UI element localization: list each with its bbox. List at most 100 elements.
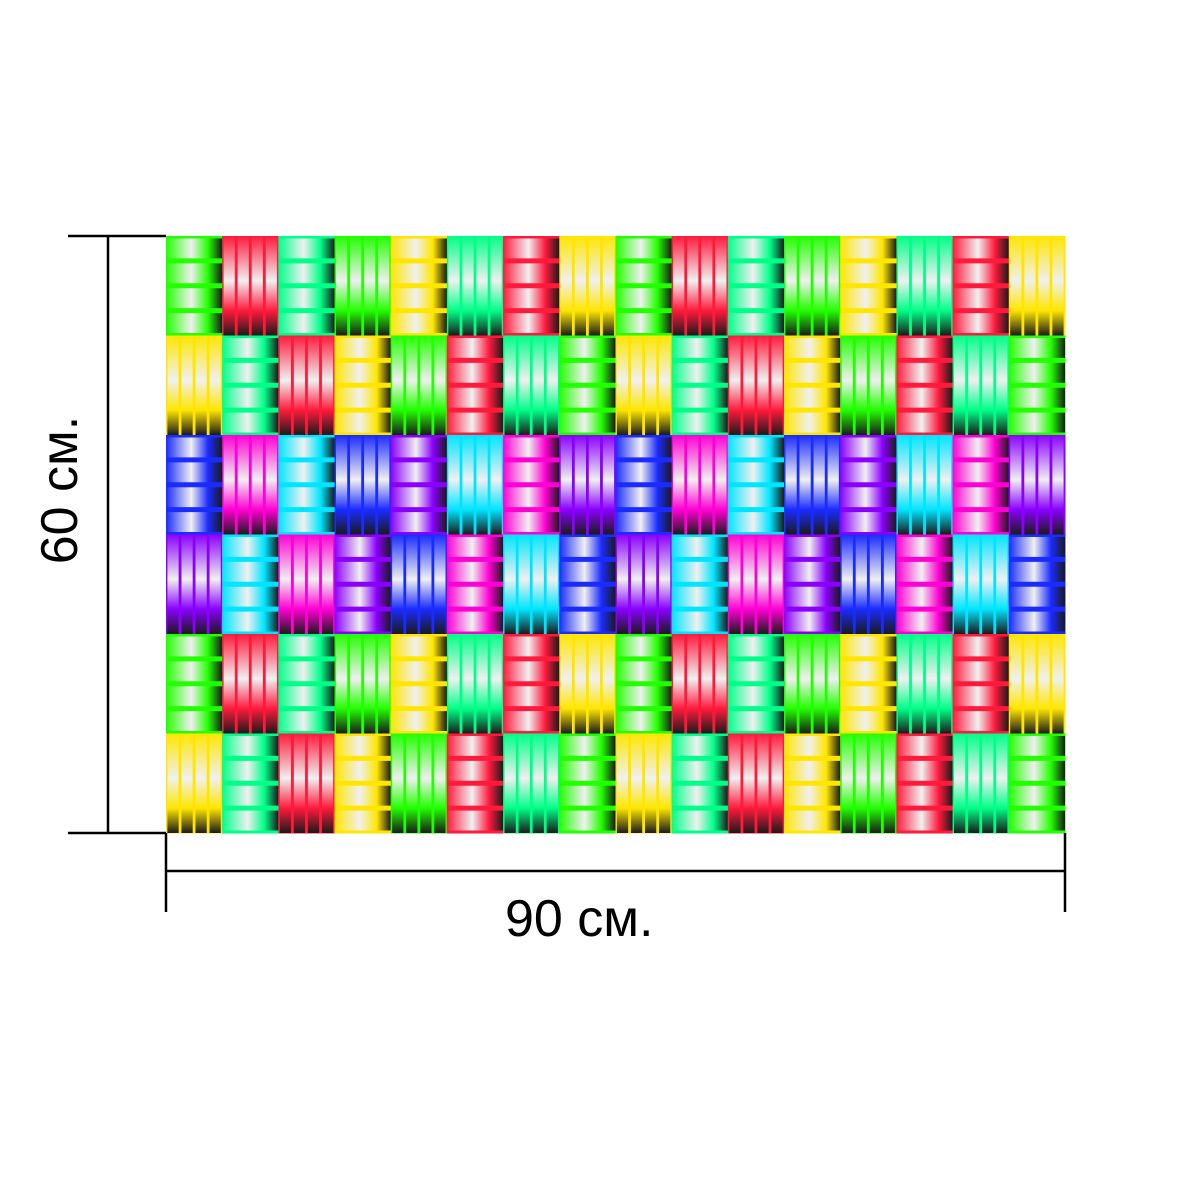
pattern-stripe [813, 634, 825, 734]
pattern-stripe [841, 733, 853, 833]
pattern-tile [840, 634, 897, 734]
pattern-stripe [939, 634, 952, 734]
pattern-stripe [293, 534, 306, 634]
pattern-stripe [615, 512, 672, 533]
pattern-stripe [532, 335, 544, 435]
pattern-stripe [671, 412, 728, 433]
pattern-tile [446, 236, 504, 336]
pattern-stripe [799, 435, 811, 535]
pattern-stripe [687, 634, 699, 734]
pattern-stripe [532, 534, 544, 634]
pattern-tile [166, 435, 223, 535]
pattern-stripe [392, 733, 404, 833]
pattern-stripe [644, 335, 657, 435]
pattern-stripe [504, 534, 516, 634]
pattern-stripe [350, 435, 362, 535]
pattern-stripe [896, 785, 953, 806]
pattern-tile [952, 634, 1010, 734]
pattern-stripe [813, 236, 825, 336]
pattern-stripe [181, 335, 193, 435]
pattern-stripe [293, 733, 306, 833]
height-dimension [68, 234, 166, 835]
pattern-stripe [559, 561, 616, 582]
pattern-stripe [364, 236, 376, 336]
pattern-stripe [840, 686, 897, 707]
pattern-stripe [334, 735, 391, 756]
pattern-stripe [727, 661, 785, 682]
pattern-stripe [307, 534, 320, 634]
pattern-stripe [222, 362, 279, 383]
pattern-stripe [784, 561, 841, 582]
pattern-stripe [784, 760, 841, 781]
pattern-stripe [278, 288, 335, 309]
pattern-stripe [630, 733, 643, 833]
pattern-stripe [446, 735, 504, 756]
pattern-tile [278, 733, 336, 834]
pattern-tile [784, 634, 841, 734]
pattern-stripe [1024, 435, 1036, 535]
pattern-stripe [996, 335, 1008, 435]
pattern-stripe [729, 733, 741, 833]
pattern-stripe [350, 236, 362, 336]
pattern-stripe [1008, 337, 1065, 358]
pattern-stripe [278, 462, 335, 483]
pattern-stripe [588, 634, 601, 734]
pattern-stripe [743, 733, 755, 833]
pattern-stripe [364, 435, 376, 535]
pattern-tile [559, 733, 616, 834]
pattern-stripe [771, 733, 783, 833]
pattern-stripe [503, 288, 560, 309]
pattern-tile [840, 733, 897, 834]
pattern-tile [952, 435, 1010, 535]
pattern-stripe [925, 435, 938, 535]
pattern-stripe [757, 733, 769, 833]
pattern-stripe [390, 661, 447, 682]
pattern-tile [559, 335, 616, 436]
pattern-tile [503, 733, 560, 834]
pattern-tile [840, 435, 897, 535]
pattern-stripe [840, 238, 897, 259]
pattern-stripe [278, 313, 335, 334]
pattern-stripe [1052, 435, 1064, 535]
pattern-stripe [925, 236, 938, 336]
pattern-stripe [784, 735, 841, 756]
pattern-stripe [279, 733, 292, 833]
pattern-tile [559, 534, 616, 635]
pattern-stripe [222, 561, 279, 582]
pattern-stripe [757, 534, 769, 634]
pattern-stripe [559, 362, 616, 383]
pattern-stripe [727, 288, 785, 309]
pattern-stripe [841, 534, 853, 634]
pattern-stripe [195, 534, 207, 634]
pattern-stripe [321, 335, 334, 435]
pattern-tile [334, 236, 392, 336]
pattern-stripe [278, 661, 335, 682]
pattern-stripe [671, 785, 728, 806]
pattern-stripe [952, 636, 1009, 657]
pattern-stripe [406, 335, 418, 435]
pattern-stripe [644, 733, 657, 833]
pattern-stripe [251, 435, 263, 535]
pattern-stripe [448, 435, 460, 535]
pattern-stripe [503, 711, 560, 732]
pattern-tile [615, 435, 673, 535]
pattern-stripe [897, 435, 910, 535]
pattern-stripe [952, 238, 1009, 259]
pattern-tile [615, 236, 673, 336]
pattern-stripe [166, 238, 223, 259]
pattern-tile [503, 236, 560, 336]
pattern-stripe [1024, 236, 1036, 336]
pattern-stripe [630, 534, 643, 634]
pattern-tile [559, 435, 616, 535]
pattern-tile [840, 335, 897, 436]
pattern-tile [727, 733, 785, 834]
pattern-stripe [334, 387, 391, 408]
pattern-stripe [546, 534, 558, 634]
pattern-stripe [896, 760, 953, 781]
pattern-stripe [265, 634, 277, 734]
pattern-stripe [278, 238, 335, 259]
pattern-tile [503, 435, 560, 535]
pattern-stripe [785, 236, 797, 336]
pattern-stripe [334, 611, 391, 632]
pattern-stripe [446, 810, 504, 831]
